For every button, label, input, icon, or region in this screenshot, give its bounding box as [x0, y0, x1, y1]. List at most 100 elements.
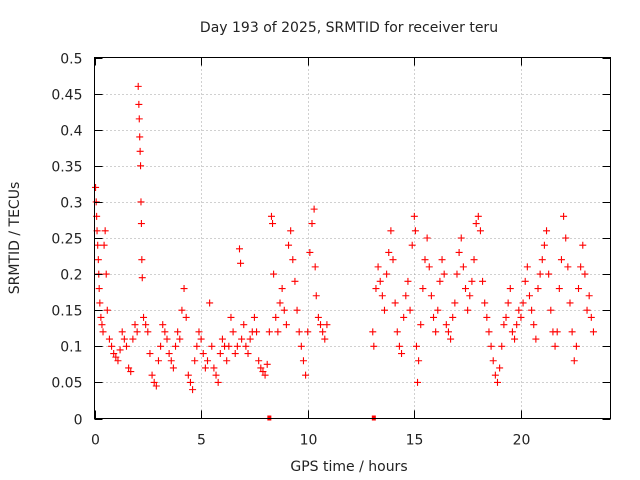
data-point — [491, 371, 499, 379]
data-point — [568, 328, 576, 336]
data-point — [504, 299, 512, 307]
data-point — [398, 350, 406, 358]
data-point — [581, 270, 589, 278]
data-point — [94, 256, 102, 264]
data-point — [411, 227, 419, 235]
data-point — [487, 342, 495, 350]
data-point — [543, 227, 551, 235]
data-point — [195, 328, 203, 336]
data-point — [129, 335, 137, 343]
data-point — [98, 321, 106, 329]
data-point — [259, 368, 267, 376]
data-point — [560, 212, 568, 220]
y-axis-label: SRMTID / TECUs — [7, 182, 23, 295]
data-point — [404, 277, 412, 285]
data-point — [94, 241, 102, 249]
data-point — [231, 350, 239, 358]
data-point — [244, 350, 252, 358]
data-point — [515, 306, 523, 314]
data-point — [451, 299, 459, 307]
data-point — [555, 285, 563, 293]
data-point — [489, 357, 497, 365]
data-point — [521, 277, 529, 285]
data-point — [136, 133, 144, 141]
data-point — [182, 313, 190, 321]
data-point — [233, 342, 241, 350]
data-point — [137, 198, 145, 206]
data-point — [532, 335, 540, 343]
data-point — [101, 227, 109, 235]
data-point — [127, 368, 135, 376]
chart-title: Day 193 of 2025, SRMTID for receiver ter… — [200, 20, 498, 36]
data-point — [257, 364, 265, 372]
data-point — [472, 220, 480, 228]
data-point — [395, 342, 403, 350]
y-tick-label: 0.5 — [60, 52, 82, 68]
data-point — [370, 342, 378, 350]
data-point — [312, 292, 320, 300]
data-point — [476, 227, 484, 235]
data-point — [289, 256, 297, 264]
data-point — [136, 147, 144, 155]
data-point — [146, 350, 154, 358]
data-point — [415, 357, 423, 365]
x-tick-label: 5 — [197, 433, 206, 449]
data-point — [212, 371, 220, 379]
x-tick-label: 0 — [91, 433, 100, 449]
data-point — [282, 321, 290, 329]
data-point — [237, 259, 245, 267]
data-point — [378, 292, 386, 300]
data-point — [479, 277, 487, 285]
data-point — [304, 328, 312, 336]
data-point — [97, 313, 105, 321]
axis-ticks: 0 0.05 0.1 0.15 0.2 0.25 0.3 0.35 0.4 0.45 0.5 0 5 10… — [51, 52, 611, 449]
data-point — [485, 328, 493, 336]
data-point — [496, 364, 504, 372]
data-point — [135, 115, 143, 123]
data-point — [105, 335, 113, 343]
data-point — [135, 100, 143, 108]
data-point — [519, 299, 527, 307]
data-point — [297, 342, 305, 350]
data-point — [197, 335, 205, 343]
data-point — [265, 328, 273, 336]
data-point — [391, 299, 399, 307]
data-point — [449, 313, 457, 321]
data-point — [108, 342, 116, 350]
data-point — [276, 299, 284, 307]
data-point — [253, 328, 261, 336]
data-point — [412, 342, 420, 350]
y-tick-label: 0.3 — [60, 196, 82, 212]
data-point — [414, 378, 422, 386]
data-point — [369, 328, 377, 336]
data-point — [148, 371, 156, 379]
data-point — [261, 371, 269, 379]
y-tick-label: 0.35 — [51, 160, 82, 176]
data-point — [468, 277, 476, 285]
data-point — [100, 241, 108, 249]
data-point — [214, 378, 222, 386]
data-point — [150, 378, 158, 386]
data-point — [280, 306, 288, 314]
data-point — [311, 263, 319, 271]
data-point — [553, 328, 561, 336]
data-point — [186, 378, 194, 386]
data-point — [208, 342, 216, 350]
data-point — [278, 285, 286, 293]
data-point — [134, 82, 142, 90]
data-point — [133, 328, 141, 336]
data-point — [314, 313, 322, 321]
data-point — [410, 212, 418, 220]
data-point — [157, 342, 165, 350]
data-point — [131, 321, 139, 329]
data-point — [137, 162, 145, 170]
data-point — [112, 353, 120, 361]
data-point — [274, 328, 282, 336]
y-tick-label: 0.05 — [51, 376, 82, 392]
data-point — [540, 241, 548, 249]
data-point — [427, 292, 435, 300]
data-point — [562, 234, 570, 242]
data-point — [272, 313, 280, 321]
data-point — [538, 256, 546, 264]
data-point — [444, 328, 452, 336]
